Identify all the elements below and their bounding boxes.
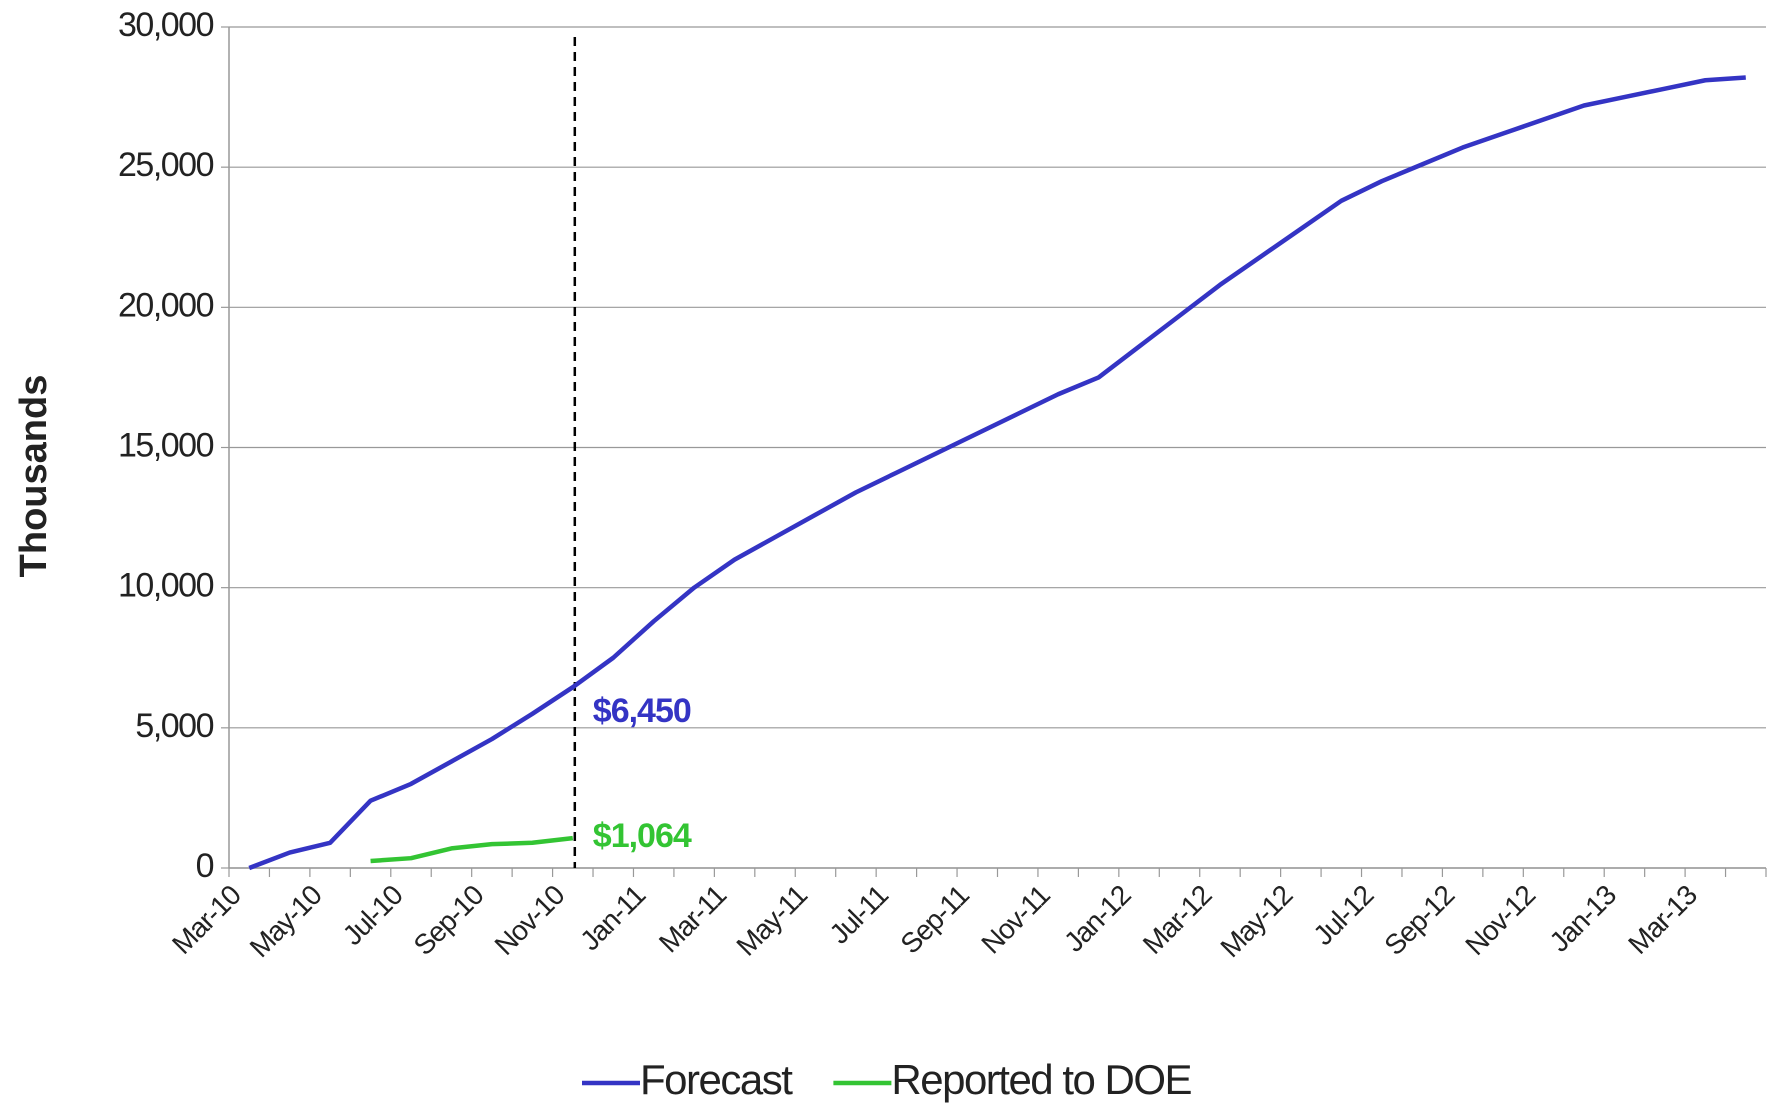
x-tick-label: Mar-11 bbox=[653, 879, 732, 958]
x-tick-label: Jan-13 bbox=[1543, 879, 1622, 958]
y-tick-label: 20,000 bbox=[118, 286, 214, 324]
x-tick-label: Sep-10 bbox=[408, 879, 490, 961]
y-axis-label: Thousands bbox=[13, 375, 55, 578]
x-tick-label: May-10 bbox=[244, 879, 328, 963]
x-tick-label: Sep-11 bbox=[894, 879, 974, 959]
y-tick-label: 5,000 bbox=[135, 707, 213, 745]
x-tick-label: Mar-10 bbox=[166, 879, 247, 960]
x-tick-label: Jan-12 bbox=[1058, 879, 1137, 958]
x-tick-label: Mar-12 bbox=[1137, 879, 1218, 960]
series-line bbox=[371, 838, 573, 861]
legend-label: Reported to DOE bbox=[891, 1056, 1191, 1103]
x-tick-label: Nov-12 bbox=[1459, 879, 1541, 961]
x-tick-label: May-11 bbox=[730, 879, 813, 962]
value-label: $6,450 bbox=[593, 692, 691, 730]
x-tick-label: Jan-11 bbox=[574, 879, 651, 956]
x-tick-label: May-12 bbox=[1214, 879, 1298, 963]
value-label: $1,064 bbox=[593, 817, 692, 855]
x-tick-label: Nov-10 bbox=[489, 879, 571, 961]
y-tick-label: 30,000 bbox=[118, 6, 214, 44]
x-tick-label: Mar-13 bbox=[1622, 879, 1703, 960]
y-tick-label: 10,000 bbox=[118, 567, 214, 605]
y-tick-label: 0 bbox=[196, 847, 214, 885]
y-tick-label: 25,000 bbox=[118, 146, 214, 184]
x-tick-label: Sep-12 bbox=[1378, 879, 1460, 961]
legend-label: Forecast bbox=[640, 1056, 793, 1103]
x-tick-label: Nov-11 bbox=[975, 879, 1055, 959]
y-tick-label: 15,000 bbox=[118, 426, 214, 464]
x-tick-label: Jul-10 bbox=[337, 879, 409, 951]
x-tick-label: Jul-12 bbox=[1307, 879, 1379, 951]
series-line bbox=[249, 77, 1746, 868]
chart: Thousands 0 5,000 10,000 15,000 20,000 25,000… bbox=[0, 0, 1772, 1105]
x-tick-label: Jul-11 bbox=[823, 879, 893, 949]
